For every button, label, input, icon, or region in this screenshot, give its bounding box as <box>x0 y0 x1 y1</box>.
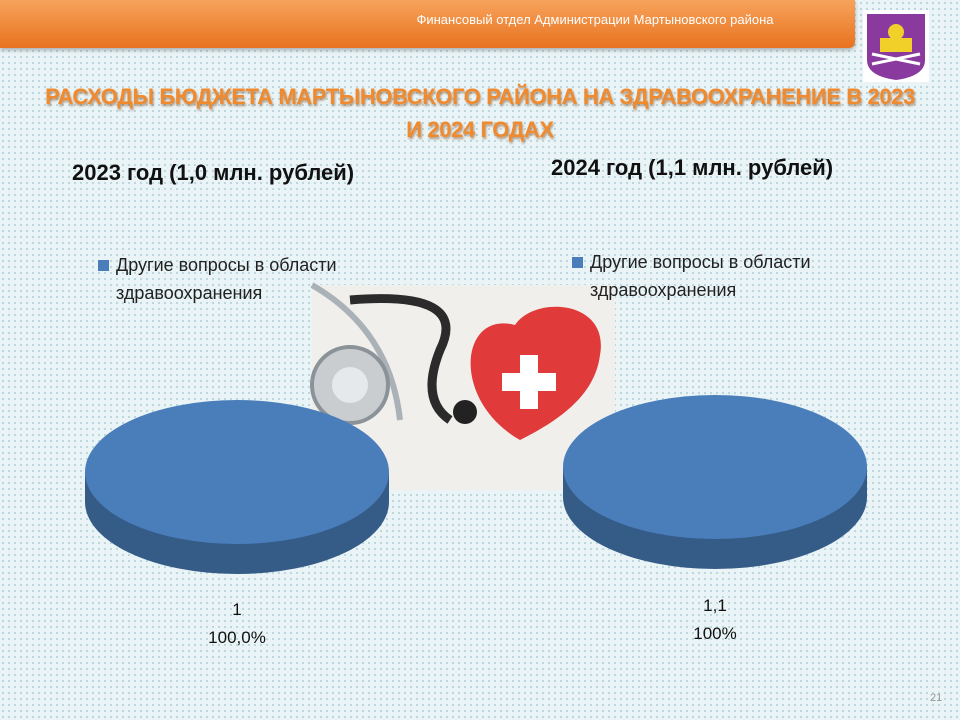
page-number: 21 <box>930 692 943 704</box>
pie-slice <box>85 400 389 544</box>
legend-entry: Другие вопросы в области здравоохранения <box>572 248 880 304</box>
chart-title: 2023 год (1,0 млн. рублей) <box>72 160 355 185</box>
legend-label: Другие вопросы в области здравоохранения <box>590 252 811 300</box>
pie-slice <box>563 395 867 539</box>
legend-entry: Другие вопросы в области здравоохранения <box>98 251 406 307</box>
header-bar <box>0 0 855 48</box>
coat-of-arms <box>863 10 929 82</box>
slide-title: РАСХОДЫ БЮДЖЕТА МАРТЫНОВСКОГО РАЙОНА НА … <box>45 84 915 142</box>
chart-title: 2024 год (1,1 млн. рублей) <box>551 155 834 180</box>
legend-swatch <box>572 257 583 268</box>
percent-label: 100% <box>693 624 737 643</box>
data-label: 1 <box>232 600 242 619</box>
percent-label: 100,0% <box>208 628 266 647</box>
organization: Финансовый отдел Администрации Мартыновс… <box>416 12 774 27</box>
legend-swatch <box>98 260 109 271</box>
legend-label: Другие вопросы в области здравоохранения <box>116 255 337 303</box>
data-label: 1,1 <box>703 596 727 615</box>
